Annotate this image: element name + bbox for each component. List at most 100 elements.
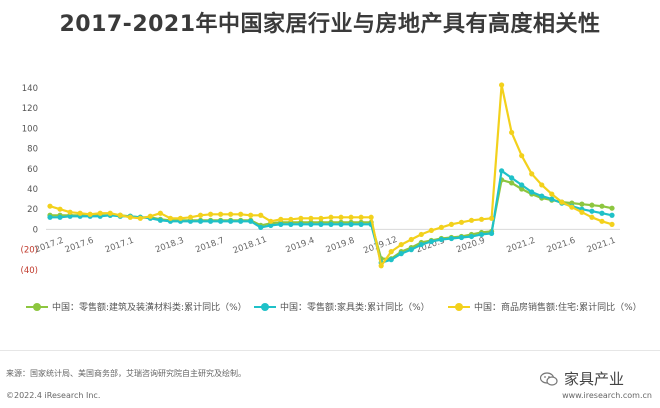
data-point-2 — [378, 263, 384, 269]
y-tick-label: 20 — [27, 205, 38, 215]
data-point-1 — [468, 233, 475, 240]
data-point-1 — [157, 217, 163, 223]
legend-swatch-housing-sales — [448, 302, 470, 311]
data-point-2 — [318, 215, 324, 221]
website-text: www.iresearch.com.cn — [562, 391, 652, 400]
x-tick-label: 2019.4 — [285, 236, 316, 256]
data-point-2 — [117, 212, 123, 218]
data-point-2 — [77, 210, 83, 216]
data-point-2 — [428, 227, 434, 234]
data-point-2 — [268, 218, 274, 224]
data-point-1 — [388, 257, 394, 263]
data-point-0 — [579, 201, 585, 207]
legend-item-building-materials: 中国：零售额:建筑及装潢材料类:累计同比（%） — [26, 300, 247, 313]
data-point-1 — [519, 182, 525, 188]
data-point-1 — [398, 251, 404, 257]
data-point-1 — [67, 213, 73, 219]
footer-divider — [0, 350, 660, 351]
data-point-2 — [97, 210, 103, 216]
x-tick-label: 2018.3 — [154, 236, 185, 256]
data-point-1 — [609, 212, 615, 218]
data-point-2 — [187, 214, 194, 220]
legend-label-building-materials: 中国：零售额:建筑及装潢材料类:累计同比（%） — [52, 303, 247, 313]
legend-label-housing-sales: 中国：商品房销售额:住宅:累计同比（%） — [474, 303, 642, 313]
data-point-2 — [47, 203, 53, 209]
data-point-1 — [258, 224, 264, 230]
data-point-2 — [167, 215, 174, 221]
y-tick-label: 40 — [27, 185, 38, 195]
x-tick-label: 2017.1 — [104, 236, 135, 256]
data-point-2 — [218, 211, 224, 217]
legend-label-furniture: 中国：零售额:家具类:累计同比（%） — [280, 303, 430, 313]
data-point-1 — [529, 189, 535, 195]
data-point-0 — [509, 180, 515, 186]
data-point-2 — [328, 214, 334, 220]
data-point-1 — [288, 221, 294, 227]
data-point-1 — [57, 214, 63, 220]
data-point-1 — [358, 221, 364, 227]
data-point-1 — [488, 230, 495, 237]
data-point-1 — [268, 222, 274, 228]
watermark: 家具产业 — [540, 368, 624, 389]
x-tick-label: 2021.6 — [545, 236, 576, 256]
data-point-1 — [539, 193, 545, 199]
data-point-1 — [47, 214, 53, 220]
data-point-2 — [157, 210, 163, 216]
data-point-2 — [137, 215, 143, 221]
data-point-2 — [298, 215, 304, 221]
data-point-2 — [278, 216, 284, 222]
data-point-1 — [499, 168, 505, 174]
chart-title: 2017-2021年中国家居行业与房地产具有高度相关性 — [59, 12, 601, 37]
copyright-text: ©2022.4 iResearch Inc. — [6, 391, 101, 400]
data-point-2 — [609, 221, 615, 227]
data-point-2 — [529, 171, 535, 177]
x-tick-label: 2021.2 — [505, 236, 536, 256]
x-tick-label: 2018.11 — [232, 235, 268, 256]
y-tick-label: 60 — [27, 165, 38, 175]
data-point-2 — [519, 153, 525, 159]
data-point-2 — [258, 212, 264, 218]
data-point-2 — [348, 214, 354, 220]
source-note: 来源：国家统计局、美国商务部，艾瑞咨询研究院自主研究及绘制。 — [6, 369, 246, 378]
data-point-1 — [448, 235, 455, 242]
data-point-2 — [448, 221, 455, 227]
data-point-2 — [147, 213, 153, 219]
data-point-2 — [308, 215, 314, 221]
data-point-2 — [288, 216, 294, 222]
data-point-1 — [298, 221, 304, 227]
data-point-1 — [187, 218, 194, 224]
data-point-1 — [197, 218, 204, 224]
data-point-1 — [318, 221, 324, 227]
data-point-2 — [67, 209, 73, 215]
data-point-2 — [579, 209, 585, 215]
data-point-1 — [589, 208, 595, 214]
data-point-1 — [478, 231, 485, 238]
legend-item-housing-sales: 中国：商品房销售额:住宅:累计同比（%） — [448, 300, 642, 313]
data-point-1 — [218, 218, 224, 224]
data-point-1 — [338, 221, 344, 227]
x-tick-label: 2019.8 — [325, 236, 356, 256]
data-point-1 — [278, 221, 284, 227]
data-point-1 — [328, 221, 334, 227]
x-tick-label: 2017.2 — [34, 236, 65, 256]
data-point-2 — [559, 199, 565, 205]
data-point-1 — [207, 218, 214, 224]
data-point-1 — [438, 236, 444, 243]
watermark-text: 家具产业 — [564, 370, 625, 388]
x-tick-label: 2017.6 — [64, 236, 95, 256]
data-point-1 — [248, 218, 254, 224]
legend-item-furniture: 中国：零售额:家具类:累计同比（%） — [254, 300, 430, 313]
data-point-2 — [228, 211, 234, 217]
data-point-2 — [539, 182, 545, 188]
data-point-2 — [398, 241, 404, 248]
data-point-0 — [589, 202, 595, 208]
data-point-1 — [408, 247, 414, 253]
data-point-2 — [127, 214, 133, 220]
data-point-1 — [549, 196, 555, 202]
data-point-2 — [549, 191, 555, 197]
data-point-2 — [499, 82, 505, 88]
data-point-1 — [509, 175, 515, 181]
legend-swatch-furniture — [254, 302, 276, 311]
data-point-1 — [228, 218, 234, 224]
y-tick-label: 140 — [22, 84, 38, 94]
